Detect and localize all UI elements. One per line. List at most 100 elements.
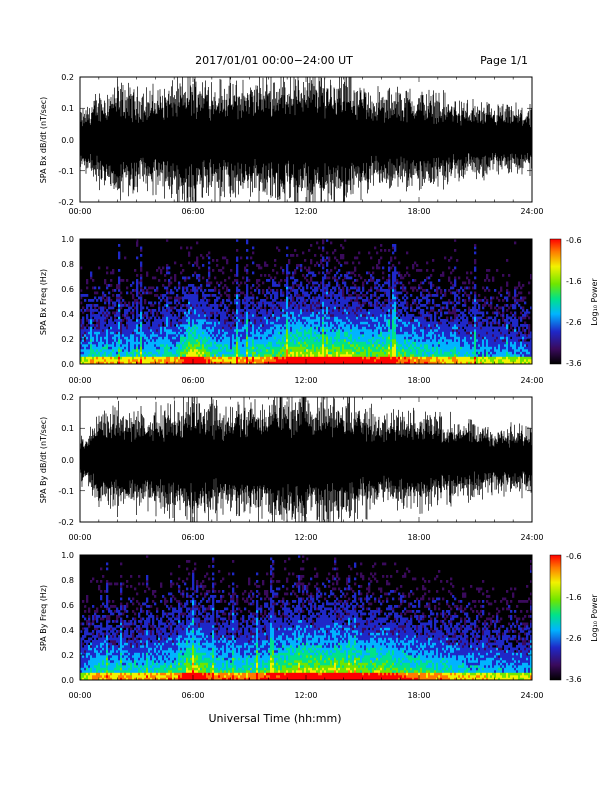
spectrogram-cell bbox=[276, 294, 279, 297]
spectrogram-cell bbox=[114, 314, 117, 317]
spectrogram-cell bbox=[340, 254, 343, 257]
spectrogram-cell bbox=[146, 361, 149, 365]
spectrogram-cell bbox=[280, 324, 283, 327]
spectrogram-cell bbox=[234, 336, 237, 340]
spectrogram-cell bbox=[214, 356, 217, 360]
spectrogram-cell bbox=[96, 336, 99, 340]
spectrogram-cell bbox=[334, 354, 337, 357]
spectrogram-cell bbox=[244, 344, 247, 347]
spectrogram-cell bbox=[210, 354, 213, 357]
spectrogram-cell bbox=[382, 324, 385, 327]
spectrogram-cell bbox=[250, 356, 253, 360]
spectrogram-cell bbox=[166, 301, 169, 305]
spectrogram-cell bbox=[184, 286, 187, 290]
spectrogram-cell bbox=[410, 314, 413, 317]
spectrogram-cell bbox=[332, 326, 335, 330]
spectrogram-cell bbox=[138, 346, 141, 350]
spectrogram-cell bbox=[264, 299, 267, 302]
spectrogram-cell bbox=[360, 276, 363, 280]
spectrogram-cell bbox=[234, 356, 237, 360]
spectrogram-cell bbox=[340, 341, 343, 345]
spectrogram-cell bbox=[278, 356, 281, 360]
spectrogram-cell bbox=[272, 334, 275, 337]
spectrogram-cell bbox=[158, 309, 161, 312]
spectrogram-cell bbox=[346, 344, 349, 347]
spectrogram-cell bbox=[330, 329, 333, 332]
spectrogram-cell bbox=[296, 346, 299, 350]
spectrogram-cell bbox=[408, 281, 411, 285]
spectrogram-cell bbox=[130, 329, 133, 332]
spectrogram-cell bbox=[196, 264, 199, 267]
spectrogram-cell bbox=[270, 346, 273, 350]
spectrogram-cell bbox=[186, 354, 189, 357]
spectrogram-cell bbox=[288, 359, 291, 362]
spectrogram-cell bbox=[208, 339, 211, 342]
spectrogram-cell bbox=[112, 269, 115, 272]
spectrogram-cell bbox=[402, 276, 405, 280]
spectrogram-cell bbox=[236, 341, 239, 345]
spectrogram-cell bbox=[130, 339, 133, 342]
spectrogram-cell bbox=[164, 326, 167, 330]
spectrogram-cell bbox=[140, 361, 143, 365]
spectrogram-cell bbox=[230, 301, 233, 305]
spectrogram-cell bbox=[242, 324, 245, 327]
spectrogram-cell bbox=[246, 334, 249, 337]
spectrogram-cell bbox=[162, 351, 165, 355]
spectrogram-cell bbox=[102, 326, 105, 330]
spectrogram-cell bbox=[110, 351, 113, 355]
spectrogram-cell bbox=[160, 311, 163, 315]
spectrogram-cell bbox=[360, 339, 363, 342]
spectrogram-cell bbox=[414, 334, 417, 337]
spectrogram-cell bbox=[332, 319, 335, 322]
spectrogram-cell bbox=[166, 344, 169, 347]
spectrogram-cell bbox=[362, 311, 365, 315]
spectrogram-cell bbox=[374, 334, 377, 337]
spectrogram-cell bbox=[162, 356, 165, 360]
spectrogram-cell bbox=[392, 341, 395, 345]
spectrogram-cell bbox=[296, 279, 299, 282]
spectrogram-cell bbox=[316, 349, 319, 352]
spectrogram-cell bbox=[368, 334, 371, 337]
spectrogram-cell bbox=[240, 316, 243, 320]
spectrogram-cell bbox=[82, 321, 85, 325]
spectrogram-cell bbox=[260, 266, 263, 270]
spectrogram-cell bbox=[356, 299, 359, 302]
spectrogram-cell bbox=[340, 349, 343, 352]
spectrogram-cell bbox=[414, 329, 417, 332]
spectrogram-cell bbox=[130, 319, 133, 322]
spectrogram-cell bbox=[150, 339, 153, 342]
spectrogram-cell bbox=[190, 324, 193, 327]
spectrogram-cell bbox=[264, 319, 267, 322]
spectrogram-cell bbox=[302, 311, 305, 315]
spectrogram-cell bbox=[322, 334, 325, 337]
spectrogram-cell bbox=[220, 339, 223, 342]
spectrogram-cell bbox=[384, 351, 387, 355]
spectrogram-cell bbox=[274, 346, 277, 350]
spectrogram-cell bbox=[192, 321, 195, 325]
spectrogram-cell bbox=[192, 311, 195, 315]
spectrogram-cell bbox=[300, 336, 303, 340]
spectrogram-cell bbox=[154, 316, 157, 320]
spectrogram-cell bbox=[154, 319, 157, 322]
page-indicator: Page 1/1 bbox=[480, 54, 528, 67]
spectrogram-cell bbox=[308, 271, 311, 275]
spectrogram-cell bbox=[268, 279, 271, 282]
spectrogram-cell bbox=[322, 321, 325, 325]
spectrogram-cell bbox=[232, 356, 235, 360]
spectrogram-cell bbox=[202, 256, 205, 260]
spectrogram-cell bbox=[280, 311, 283, 315]
spectrogram-cell bbox=[152, 336, 155, 340]
spectrogram-cell bbox=[236, 319, 239, 322]
spectrogram-cell bbox=[256, 359, 259, 362]
spectrogram-cell bbox=[134, 326, 137, 330]
spectrogram-cell bbox=[378, 261, 381, 265]
spectrogram-cell bbox=[388, 309, 391, 312]
spectrogram-cell bbox=[342, 301, 345, 305]
spectrogram-cell bbox=[338, 309, 341, 312]
spectrogram-cell bbox=[334, 289, 337, 292]
spectrogram-cell bbox=[374, 309, 377, 312]
spectrogram-cell bbox=[364, 326, 367, 330]
spectrogram-cell bbox=[164, 336, 167, 340]
spectrogram-cell bbox=[146, 356, 149, 360]
